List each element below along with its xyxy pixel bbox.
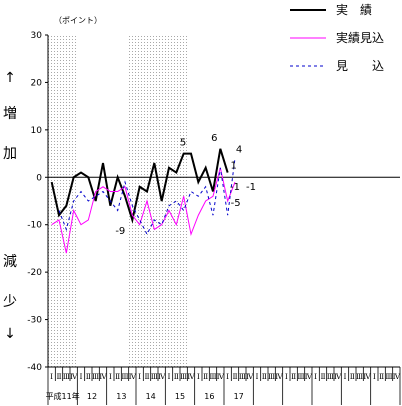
data-label: 6 xyxy=(211,133,217,144)
quarter-label: Ⅳ xyxy=(393,372,401,381)
quarter-label: Ⅰ xyxy=(80,372,83,381)
y-tick-label: 30 xyxy=(31,31,43,41)
year-label: 12 xyxy=(87,392,97,401)
quarter-label: Ⅰ xyxy=(256,372,259,381)
quarter-label: Ⅲ xyxy=(92,372,99,381)
shaded-period xyxy=(48,35,78,367)
quarter-label: Ⅲ xyxy=(239,372,246,381)
quarter-label: Ⅳ xyxy=(246,372,254,381)
year-label: 14 xyxy=(146,392,156,401)
quarter-label: Ⅱ xyxy=(203,372,208,381)
increase-label: 加 xyxy=(3,146,17,162)
quarter-label: Ⅱ xyxy=(56,372,61,381)
quarter-label: Ⅱ xyxy=(144,372,149,381)
quarter-label: Ⅳ xyxy=(70,372,78,381)
quarter-label: Ⅰ xyxy=(314,372,317,381)
legend-label: 実績見込 xyxy=(336,30,384,45)
quarter-label: Ⅳ xyxy=(363,372,371,381)
axes xyxy=(45,34,401,405)
quarter-label: Ⅰ xyxy=(168,372,171,381)
quarter-label: Ⅰ xyxy=(50,372,53,381)
quarter-label: Ⅲ xyxy=(121,372,128,381)
series-line xyxy=(58,158,236,236)
quarter-label: Ⅳ xyxy=(334,372,342,381)
quarter-label: Ⅳ xyxy=(305,372,313,381)
quarter-label: Ⅱ xyxy=(115,372,120,381)
y-tick-label: -20 xyxy=(27,268,42,278)
y-tick-label: -40 xyxy=(27,363,42,373)
quarter-label: Ⅳ xyxy=(275,372,283,381)
quarter-label: Ⅱ xyxy=(232,372,237,381)
quarter-label: Ⅰ xyxy=(373,372,376,381)
year-label: 16 xyxy=(204,392,214,401)
quarter-label: Ⅲ xyxy=(297,372,304,381)
quarter-label: Ⅰ xyxy=(197,372,200,381)
quarter-label: Ⅰ xyxy=(138,372,141,381)
shaded-period xyxy=(128,35,188,367)
quarter-label: Ⅳ xyxy=(217,372,225,381)
down-arrow-label: ↓ xyxy=(4,326,16,342)
data-label: -1 xyxy=(230,182,240,193)
legend-label: 見 込 xyxy=(336,59,384,73)
quarter-label: Ⅱ xyxy=(262,372,267,381)
quarter-label: Ⅰ xyxy=(226,372,229,381)
quarter-label: Ⅱ xyxy=(379,372,384,381)
increase-label: 増 xyxy=(3,106,17,122)
quarter-label: Ⅲ xyxy=(63,372,70,381)
quarter-label: Ⅲ xyxy=(209,372,216,381)
quarter-label: Ⅱ xyxy=(174,372,179,381)
series-lines xyxy=(50,148,236,254)
year-label: 平成11年 xyxy=(46,391,80,401)
quarter-label: Ⅳ xyxy=(99,372,107,381)
quarter-label: Ⅰ xyxy=(109,372,112,381)
quarter-label: Ⅲ xyxy=(385,372,392,381)
year-label: 15 xyxy=(175,392,185,401)
y-tick-label: -10 xyxy=(27,221,42,231)
shaded-periods xyxy=(48,35,188,367)
data-label: -1 xyxy=(246,182,256,193)
legend-label: 実 績 xyxy=(336,2,372,17)
data-label: 5 xyxy=(180,138,186,149)
y-tick-label: 20 xyxy=(31,78,43,88)
quarter-label: Ⅱ xyxy=(350,372,355,381)
quarter-label: Ⅳ xyxy=(187,372,195,381)
y-tick-label: 10 xyxy=(31,126,43,136)
series-line xyxy=(50,148,229,224)
quarter-label: Ⅳ xyxy=(158,372,166,381)
y-tick-label: -30 xyxy=(27,316,42,326)
quarter-label: Ⅱ xyxy=(291,372,296,381)
decrease-label: 減 xyxy=(3,253,17,270)
quarter-label: Ⅱ xyxy=(86,372,91,381)
data-label: 1 xyxy=(230,161,236,172)
quarter-label: Ⅲ xyxy=(327,372,334,381)
unit-label: （ポイント） xyxy=(54,16,102,25)
y-tick-label: 0 xyxy=(36,173,42,183)
quarter-label: Ⅲ xyxy=(356,372,363,381)
quarter-label: Ⅳ xyxy=(129,372,137,381)
year-label: 13 xyxy=(116,392,126,401)
quarter-label: Ⅲ xyxy=(180,372,187,381)
quarter-label: Ⅰ xyxy=(285,372,288,381)
quarter-label: Ⅲ xyxy=(268,372,275,381)
year-label: 17 xyxy=(234,392,244,401)
data-label: 4 xyxy=(236,144,242,155)
up-arrow-label: ↑ xyxy=(4,70,16,86)
decrease-label: 少 xyxy=(3,294,17,310)
data-label: -5 xyxy=(231,198,241,209)
quarter-label: Ⅰ xyxy=(344,372,347,381)
series-line xyxy=(51,167,236,254)
quarter-label: Ⅲ xyxy=(151,372,158,381)
data-label: -9 xyxy=(115,226,125,237)
quarter-label: Ⅱ xyxy=(320,372,325,381)
